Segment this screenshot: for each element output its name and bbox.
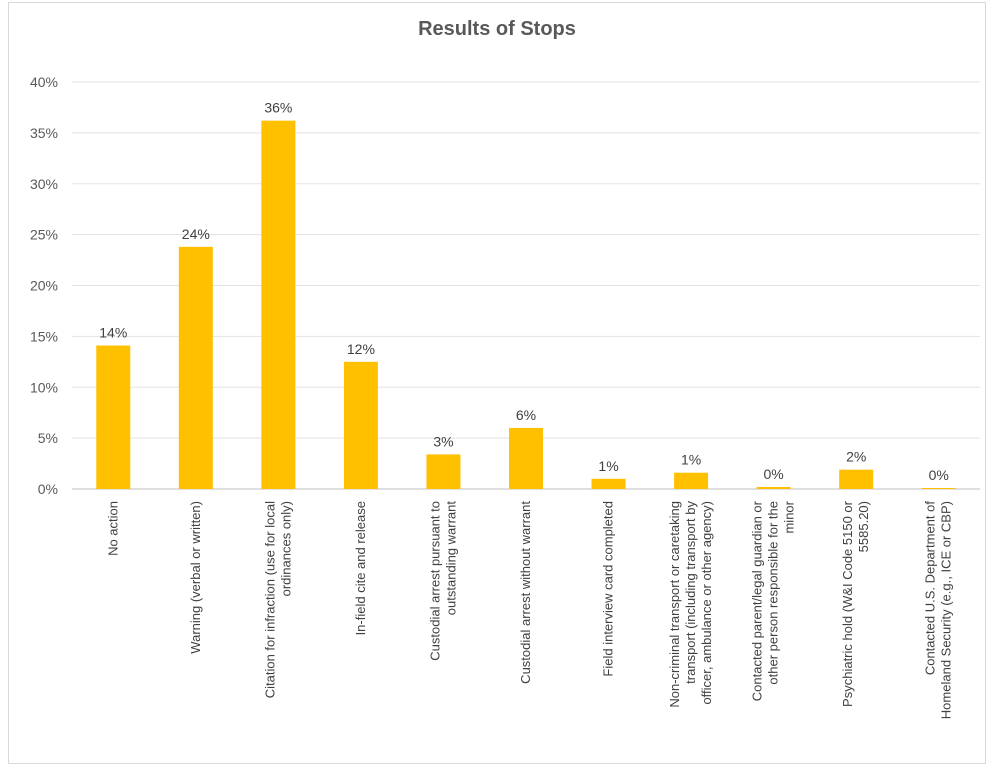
bars bbox=[96, 120, 956, 489]
chart-title: Results of Stops bbox=[418, 18, 576, 40]
x-tick-label-line: ordinances only) bbox=[278, 501, 293, 596]
x-tick-label: Non-criminal transport or caretaking tran… bbox=[667, 501, 714, 708]
x-tick-label-line: Citation for infraction (use for local bbox=[262, 501, 277, 698]
data-label: 24% bbox=[182, 226, 210, 242]
x-tick-label-line: No action bbox=[105, 501, 120, 556]
x-tick-label-line: other person responsible for the bbox=[766, 501, 781, 685]
x-axis: No action Warning (verbal or written) Cita… bbox=[105, 500, 953, 719]
data-label: 1% bbox=[598, 458, 618, 474]
y-axis: 0% 5% 10% 15% 20% 25% 30% 35% 40% bbox=[30, 74, 58, 497]
data-labels: 14% 24% 36% 12% 3% 6% 1% 1% 0% 2% 0% bbox=[99, 100, 949, 483]
x-tick-label: Contacted U.S. Department of Homeland Sec… bbox=[923, 501, 954, 720]
x-tick-label-line: outstanding warrant bbox=[443, 501, 458, 616]
chart-frame bbox=[8, 2, 986, 764]
bar bbox=[839, 469, 874, 489]
data-label: 12% bbox=[347, 341, 375, 357]
bar bbox=[591, 478, 626, 489]
x-tick-label: In-field cite and release bbox=[353, 501, 368, 635]
data-label: 36% bbox=[264, 100, 292, 116]
bar bbox=[261, 120, 296, 489]
data-label: 14% bbox=[99, 325, 127, 341]
x-tick-label: Custodial arrest without warrant bbox=[518, 501, 533, 684]
y-tick-label: 35% bbox=[30, 125, 58, 141]
y-tick-label: 0% bbox=[38, 481, 58, 497]
bar bbox=[921, 487, 956, 489]
bar bbox=[426, 454, 461, 489]
x-tick-label: Field interview card completed bbox=[601, 501, 616, 677]
x-tick-label: Custodial arrest pursuant to outstanding … bbox=[427, 501, 458, 661]
y-tick-label: 25% bbox=[30, 227, 58, 243]
x-tick-label-line: officer, ambulance or other agency) bbox=[699, 501, 714, 705]
x-tick-label: Contacted parent/legal guardian or other … bbox=[750, 500, 797, 701]
x-tick-label-line: Homeland Security (e.g., ICE or CBP) bbox=[939, 501, 954, 719]
y-tick-label: 40% bbox=[30, 74, 58, 90]
x-tick-label: Psychiatric hold (W&I Code 5150 or 5585.2… bbox=[840, 500, 871, 707]
bar bbox=[756, 486, 791, 489]
x-tick-label-line: Custodial arrest without warrant bbox=[518, 501, 533, 684]
x-tick-label-line: Contacted parent/legal guardian or bbox=[750, 500, 765, 701]
y-tick-label: 10% bbox=[30, 379, 58, 395]
x-tick-label-line: Warning (verbal or written) bbox=[188, 501, 203, 654]
y-tick-label: 5% bbox=[38, 430, 58, 446]
data-label: 6% bbox=[516, 407, 536, 423]
data-label: 1% bbox=[681, 452, 701, 468]
x-tick-label-line: Psychiatric hold (W&I Code 5150 or bbox=[840, 500, 855, 707]
data-label: 2% bbox=[846, 449, 866, 465]
data-label: 3% bbox=[433, 433, 453, 449]
y-tick-label: 20% bbox=[30, 278, 58, 294]
x-tick-label-line: In-field cite and release bbox=[353, 501, 368, 635]
x-tick-label-line: minor bbox=[782, 500, 797, 533]
x-tick-label-line: Non-criminal transport or caretaking bbox=[667, 501, 682, 708]
x-tick-label-line: Custodial arrest pursuant to bbox=[427, 501, 442, 661]
x-tick-label-line: Field interview card completed bbox=[601, 501, 616, 677]
bar bbox=[509, 427, 543, 489]
bar bbox=[178, 246, 213, 489]
y-tick-label: 15% bbox=[30, 328, 58, 344]
bar bbox=[674, 472, 709, 489]
x-tick-label: No action bbox=[105, 501, 120, 556]
data-label: 0% bbox=[764, 466, 784, 482]
bar bbox=[343, 361, 378, 489]
x-tick-label-line: transport (including transport by bbox=[683, 501, 698, 684]
x-tick-label-line: 5585.20) bbox=[856, 501, 871, 552]
bar bbox=[96, 345, 131, 489]
data-label: 0% bbox=[929, 467, 949, 483]
gridlines bbox=[72, 81, 980, 490]
x-tick-label: Warning (verbal or written) bbox=[188, 501, 203, 654]
x-tick-label-line: Contacted U.S. Department of bbox=[923, 501, 938, 676]
x-tick-label: Citation for infraction (use for local or… bbox=[262, 501, 293, 698]
y-tick-label: 30% bbox=[30, 176, 58, 192]
